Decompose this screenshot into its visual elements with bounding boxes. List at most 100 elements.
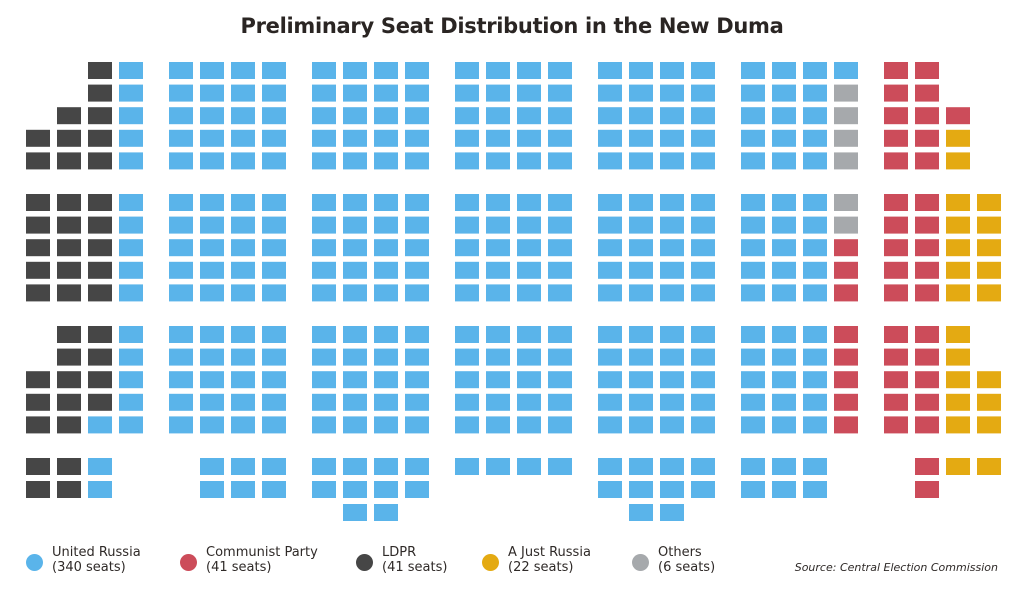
seat-united-russia: [660, 62, 684, 79]
seat-united-russia: [231, 62, 255, 79]
seat-united-russia: [741, 393, 765, 411]
seat-united-russia: [200, 348, 224, 366]
seat-united-russia: [548, 348, 572, 366]
seat-united-russia: [598, 284, 622, 302]
seat-united-russia: [312, 326, 336, 343]
seat-united-russia: [598, 62, 622, 79]
seat-united-russia: [517, 62, 541, 79]
seat-united-russia: [772, 416, 796, 434]
seat-ldpr: [57, 239, 81, 257]
seat-united-russia: [262, 284, 286, 302]
legend-label: LDPR: [382, 545, 417, 560]
seat-united-russia: [772, 239, 796, 257]
seat-united-russia: [803, 129, 827, 147]
seat-others: [834, 216, 858, 234]
seat-united-russia: [200, 107, 224, 125]
seat-united-russia: [343, 107, 367, 125]
seat-just-russia: [946, 348, 970, 366]
seat-united-russia: [262, 216, 286, 234]
seat-united-russia: [119, 326, 143, 343]
legend-swatch-united-russia: [26, 554, 43, 571]
seat-united-russia: [660, 393, 684, 411]
seat-united-russia: [169, 239, 193, 257]
seat-united-russia: [312, 239, 336, 257]
seat-united-russia: [374, 458, 398, 475]
seat-united-russia: [405, 261, 429, 279]
seat-united-russia: [803, 284, 827, 302]
seat-communist: [884, 261, 908, 279]
seat-united-russia: [312, 216, 336, 234]
seat-communist: [915, 216, 939, 234]
seat-united-russia: [660, 107, 684, 125]
seat-united-russia: [772, 261, 796, 279]
seat-united-russia: [119, 348, 143, 366]
seat-communist: [915, 416, 939, 434]
seat-ldpr: [88, 62, 112, 79]
seat-united-russia: [374, 416, 398, 434]
seat-communist: [834, 239, 858, 257]
seat-united-russia: [660, 216, 684, 234]
seat-united-russia: [741, 129, 765, 147]
seat-united-russia: [660, 481, 684, 498]
seat-united-russia: [405, 458, 429, 475]
seat-united-russia: [455, 371, 479, 389]
seat-united-russia: [803, 416, 827, 434]
seat-communist: [915, 458, 939, 475]
seat-united-russia: [629, 261, 653, 279]
seat-united-russia: [200, 62, 224, 79]
seat-united-russia: [169, 416, 193, 434]
seat-united-russia: [598, 84, 622, 102]
seat-united-russia: [455, 84, 479, 102]
seat-united-russia: [772, 84, 796, 102]
seat-communist: [884, 371, 908, 389]
seat-united-russia: [231, 393, 255, 411]
seat-united-russia: [119, 107, 143, 125]
seat-united-russia: [262, 194, 286, 211]
legend-label: Communist Party: [206, 545, 318, 560]
seat-united-russia: [741, 84, 765, 102]
seat-united-russia: [455, 261, 479, 279]
seat-united-russia: [405, 481, 429, 498]
seat-united-russia: [741, 107, 765, 125]
seat-united-russia: [374, 62, 398, 79]
seat-united-russia: [88, 481, 112, 498]
seat-united-russia: [405, 84, 429, 102]
seat-united-russia: [517, 261, 541, 279]
seat-united-russia: [772, 348, 796, 366]
seat-ldpr: [88, 152, 112, 170]
seat-united-russia: [455, 284, 479, 302]
seat-united-russia: [691, 458, 715, 475]
seat-united-russia: [262, 239, 286, 257]
seat-united-russia: [598, 371, 622, 389]
seat-ldpr: [88, 261, 112, 279]
seat-united-russia: [629, 62, 653, 79]
seat-united-russia: [834, 62, 858, 79]
seat-united-russia: [119, 152, 143, 170]
seat-united-russia: [374, 216, 398, 234]
seat-united-russia: [119, 194, 143, 211]
seat-united-russia: [772, 216, 796, 234]
seat-united-russia: [629, 458, 653, 475]
seat-united-russia: [374, 107, 398, 125]
seat-united-russia: [548, 216, 572, 234]
seat-united-russia: [231, 481, 255, 498]
seat-just-russia: [977, 261, 1001, 279]
seat-united-russia: [772, 393, 796, 411]
seat-united-russia: [486, 393, 510, 411]
seat-ldpr: [26, 129, 50, 147]
seat-united-russia: [691, 107, 715, 125]
seat-united-russia: [262, 261, 286, 279]
seat-united-russia: [803, 84, 827, 102]
seat-united-russia: [517, 326, 541, 343]
seat-united-russia: [262, 326, 286, 343]
seat-just-russia: [977, 216, 1001, 234]
seat-communist: [915, 261, 939, 279]
seat-united-russia: [772, 107, 796, 125]
seat-united-russia: [343, 326, 367, 343]
seat-united-russia: [169, 84, 193, 102]
seat-united-russia: [548, 261, 572, 279]
seat-united-russia: [200, 326, 224, 343]
seat-united-russia: [169, 216, 193, 234]
seat-united-russia: [312, 62, 336, 79]
seat-united-russia: [169, 194, 193, 211]
